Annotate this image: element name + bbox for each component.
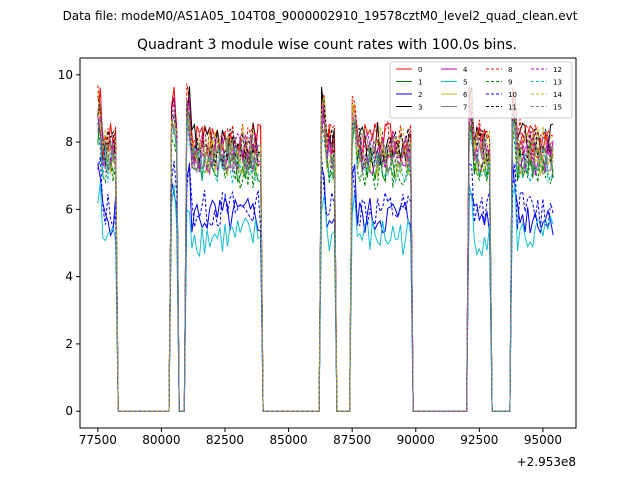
legend-label-6: 6 bbox=[463, 91, 468, 99]
series-line-2 bbox=[97, 159, 554, 412]
x-tick-label: 90000 bbox=[397, 433, 435, 447]
legend-label-13: 13 bbox=[553, 79, 562, 87]
x-tick-label: 77500 bbox=[79, 433, 117, 447]
series-lines bbox=[97, 83, 554, 412]
legend-box bbox=[389, 61, 573, 119]
legend-label-1: 1 bbox=[418, 79, 422, 87]
series-line-9 bbox=[97, 117, 554, 412]
x-tick-label: 87500 bbox=[333, 433, 371, 447]
series-line-14 bbox=[97, 89, 554, 412]
data-file-label: Data file: modeM0/AS1A05_104T08_90000029… bbox=[63, 9, 578, 23]
legend-label-5: 5 bbox=[463, 79, 467, 87]
y-tick-label: 4 bbox=[65, 270, 73, 284]
x-tick-label: 85000 bbox=[269, 433, 307, 447]
series-line-13 bbox=[97, 115, 554, 412]
legend-label-11: 11 bbox=[508, 104, 517, 112]
x-tick-label: 95000 bbox=[524, 433, 562, 447]
plot-frame bbox=[79, 57, 577, 429]
y-tick-label: 0 bbox=[65, 404, 73, 418]
legend-label-14: 14 bbox=[553, 91, 562, 99]
legend-label-15: 15 bbox=[553, 104, 562, 112]
x-tick-label: 92500 bbox=[460, 433, 498, 447]
x-tick-label: 80000 bbox=[142, 433, 180, 447]
series-line-12 bbox=[97, 96, 554, 412]
legend-label-12: 12 bbox=[553, 66, 562, 74]
y-tick-label: 6 bbox=[65, 202, 73, 216]
legend-label-7: 7 bbox=[463, 104, 467, 112]
series-line-6 bbox=[97, 104, 554, 412]
y-tick-label: 8 bbox=[65, 135, 73, 149]
series-line-5 bbox=[97, 182, 554, 412]
chart-title: Quadrant 3 module wise count rates with … bbox=[137, 37, 517, 53]
y-tick-label: 2 bbox=[65, 337, 73, 351]
legend-label-4: 4 bbox=[463, 66, 468, 74]
legend-label-3: 3 bbox=[418, 104, 422, 112]
series-line-11 bbox=[97, 91, 554, 412]
series-line-8 bbox=[97, 83, 554, 412]
legend-label-2: 2 bbox=[418, 91, 422, 99]
series-line-15 bbox=[97, 99, 554, 412]
legend-label-0: 0 bbox=[418, 66, 422, 74]
legend-label-10: 10 bbox=[508, 91, 517, 99]
x-tick-label: 82500 bbox=[206, 433, 244, 447]
series-line-10 bbox=[97, 156, 554, 412]
y-tick-label: 10 bbox=[58, 68, 73, 82]
axis-ticks: 77500 80000 82500 85000 87500 90000 92500 95000… bbox=[58, 68, 562, 447]
x-offset-label: +2.953e8 bbox=[517, 455, 576, 469]
legend-label-9: 9 bbox=[508, 79, 512, 87]
legend-label-8: 8 bbox=[508, 66, 512, 74]
